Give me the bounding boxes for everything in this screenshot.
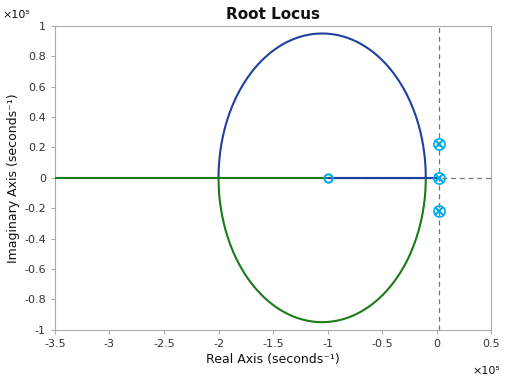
Y-axis label: Imaginary Axis (seconds⁻¹): Imaginary Axis (seconds⁻¹) [7, 93, 20, 263]
Text: ×10⁵: ×10⁵ [3, 10, 30, 20]
Text: ×10⁵: ×10⁵ [472, 366, 500, 376]
Title: Root Locus: Root Locus [226, 7, 320, 22]
X-axis label: Real Axis (seconds⁻¹): Real Axis (seconds⁻¹) [206, 353, 340, 366]
